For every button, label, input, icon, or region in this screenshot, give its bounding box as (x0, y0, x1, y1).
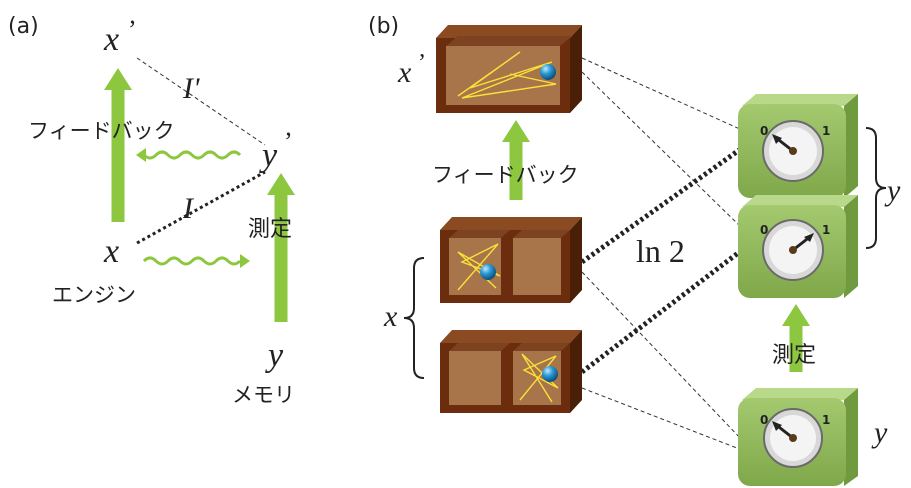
particle-trace (457, 51, 557, 99)
dial-one-label: 1 (822, 223, 830, 237)
particle-trace (519, 353, 559, 403)
dial-one-label: 1 (822, 413, 830, 427)
engine-box-x-prime (436, 25, 582, 113)
y-prime-mark: ’ (284, 127, 293, 156)
engine-box-left-state (440, 217, 582, 303)
particle-ball-icon (540, 64, 556, 80)
memory-meter-bottom: 0 1 (738, 388, 858, 486)
panel-a-label: (a) (8, 14, 39, 39)
y-brace-label: y (884, 174, 901, 207)
y-bottom-label: y (871, 416, 888, 449)
measure-label: 測定 (248, 217, 292, 242)
measure-arrowhead-icon (267, 173, 295, 195)
particle-ball-icon (542, 366, 558, 382)
x-prime-b-mark: ’ (418, 50, 426, 76)
memory-meter-middle: 0 1 (738, 195, 858, 298)
x-brace (403, 257, 425, 379)
i-prime-label: I' (182, 72, 200, 105)
top-box-to-meter1-dashed-line (581, 57, 743, 131)
dial-zero-label: 0 (760, 124, 768, 138)
x-label: x (103, 233, 119, 270)
box1-to-meter3-dashed-line (581, 271, 743, 441)
particle-ball-icon (480, 264, 496, 280)
measurement-wavy-arrow (142, 256, 242, 266)
x-prime-b-label: x (397, 56, 412, 89)
y-brace (865, 127, 887, 249)
panel-b-label: (b) (368, 14, 399, 39)
dial-zero-label: 0 (760, 413, 768, 427)
engine-box-right-state (440, 330, 582, 413)
measure-b-arrowhead-icon (782, 304, 810, 326)
panel-a: (a) x ’ y ’ I' I x y フィードバック 測定 エンジン メモリ (8, 14, 295, 407)
panel-b: (b) フィードバック x ’ (368, 14, 901, 486)
top-box-to-meter2-dashed-line (581, 71, 743, 229)
feedback-b-label: フィードバック (432, 163, 579, 187)
engine-label: エンジン (52, 283, 136, 307)
x-to-y-prime-dotted-line (136, 170, 266, 245)
ln2-label: ln 2 (636, 233, 685, 269)
feedback-label: フィードバック (28, 119, 175, 143)
feedback-wavy-arrowhead-icon (136, 148, 146, 162)
feedback-b-arrowhead-icon (502, 120, 530, 142)
dial-one-label: 1 (822, 124, 830, 138)
memory-meter-top: 0 1 (738, 94, 858, 198)
y-prime-label: y (259, 137, 278, 174)
x-brace-label: x (383, 300, 398, 333)
x-prime-label: x (103, 21, 119, 58)
measure-b-label: 測定 (772, 343, 816, 368)
engine-feedback-arrowhead-icon (104, 68, 132, 90)
x-prime-mark: ’ (128, 15, 137, 44)
measurement-wavy-arrowhead-icon (240, 254, 250, 268)
memory-label: メモリ (232, 383, 295, 407)
x-prime-to-y-prime-dashed-line (136, 57, 266, 146)
box1-to-meter1-ln2-line (580, 145, 744, 265)
y-label: y (265, 337, 284, 374)
feedback-wavy-arrow (142, 150, 242, 160)
dial-zero-label: 0 (760, 223, 768, 237)
i-label: I (182, 192, 195, 225)
box2-to-meter3-dashed-line (581, 387, 743, 451)
